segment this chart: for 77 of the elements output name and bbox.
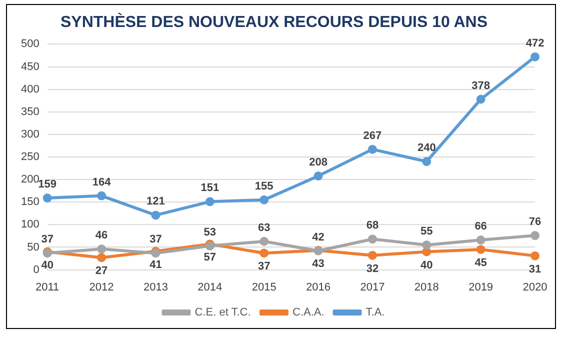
y-tick-label: 250	[20, 151, 40, 164]
point	[476, 236, 486, 245]
y-tick-label: 450	[20, 60, 40, 73]
data-label: 164	[92, 176, 112, 188]
data-label: 267	[363, 130, 382, 142]
x-tick-label: 2017	[360, 281, 385, 294]
y-tick-label: 50	[27, 241, 40, 254]
chart-title: SYNTHÈSE DES NOUVEAUX RECOURS DEPUIS 10 ANS	[60, 12, 488, 32]
legend-label: C.E. et T.C.	[194, 306, 251, 319]
data-label: 76	[528, 216, 542, 228]
x-tick-label: 2011	[36, 281, 60, 294]
point	[422, 157, 432, 166]
data-label: 159	[38, 178, 57, 191]
data-label: 121	[146, 196, 165, 208]
legend-label: T.A.	[366, 306, 385, 319]
y-tick-label: 0	[33, 264, 40, 276]
y-tick-label: 500	[20, 38, 40, 50]
point	[368, 250, 377, 260]
point	[476, 244, 486, 254]
point	[530, 251, 540, 260]
data-label: 66	[474, 220, 487, 233]
point	[476, 94, 486, 104]
point	[368, 144, 377, 154]
data-label: 43	[312, 258, 324, 270]
data-label: 46	[95, 230, 108, 242]
point	[260, 195, 269, 204]
point	[530, 52, 540, 62]
data-label: 53	[204, 226, 216, 238]
point	[422, 240, 432, 250]
data-label: 68	[366, 220, 379, 232]
data-label: 40	[41, 259, 54, 272]
data-label: 57	[204, 252, 216, 264]
legend-label: C.A.A.	[292, 306, 324, 319]
data-label: 37	[150, 234, 162, 246]
point	[97, 244, 106, 254]
data-label: 45	[474, 257, 487, 270]
x-tick-label: 2016	[306, 281, 331, 294]
x-tick-label: 2015	[252, 281, 276, 294]
point	[530, 231, 540, 240]
x-tick-label: 2020	[522, 281, 548, 294]
point	[260, 236, 269, 246]
point	[260, 248, 269, 258]
data-label: 41	[150, 258, 162, 271]
point	[205, 197, 214, 206]
y-tick-label: 150	[20, 196, 40, 208]
y-tick-label: 350	[20, 106, 40, 118]
point	[368, 234, 377, 244]
point	[42, 194, 52, 203]
x-tick-label: 2013	[143, 281, 168, 294]
y-tick-label: 100	[20, 218, 40, 231]
data-label: 32	[366, 262, 379, 275]
point	[314, 171, 323, 180]
y-tick-label: 300	[20, 128, 40, 140]
data-label: 40	[420, 259, 433, 272]
data-label: 31	[528, 263, 542, 276]
data-label: 155	[254, 180, 274, 192]
y-tick-label: 200	[20, 174, 40, 186]
data-label: 378	[472, 80, 490, 92]
x-tick-label: 2012	[89, 281, 114, 294]
data-label: 37	[258, 260, 270, 273]
x-tick-label: 2018	[414, 281, 439, 294]
data-label: 151	[200, 182, 220, 194]
data-label: 472	[526, 37, 544, 50]
x-tick-label: 2014	[198, 281, 222, 294]
point	[97, 191, 106, 200]
data-label: 42	[312, 231, 324, 244]
x-tick-label: 2019	[468, 281, 494, 294]
point	[422, 247, 432, 256]
data-label: 63	[258, 222, 270, 234]
data-label: 208	[309, 156, 328, 168]
y-tick-label: 400	[20, 83, 40, 96]
point	[97, 253, 106, 262]
data-label: 27	[95, 265, 108, 278]
data-label: 240	[417, 142, 436, 154]
data-label: 55	[420, 226, 433, 238]
data-label: 37	[41, 234, 54, 246]
point	[151, 210, 160, 220]
